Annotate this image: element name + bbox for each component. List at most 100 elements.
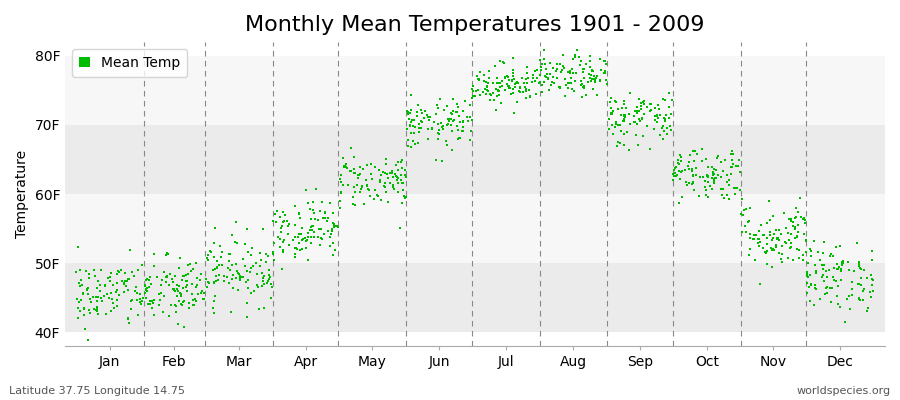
Point <box>472 69 487 75</box>
Point <box>699 192 714 198</box>
Point <box>452 113 466 119</box>
Point <box>682 166 697 172</box>
Point <box>274 225 288 232</box>
Point <box>834 266 849 272</box>
Point <box>700 172 715 178</box>
Point <box>249 260 264 266</box>
Point <box>315 236 329 242</box>
Point <box>828 278 842 284</box>
Point <box>130 297 144 304</box>
Point <box>351 172 365 178</box>
Point <box>673 152 688 158</box>
Point <box>503 85 517 91</box>
Point <box>698 187 713 194</box>
Point <box>554 84 568 91</box>
Point <box>261 278 275 284</box>
Point <box>364 171 378 177</box>
Point <box>546 74 561 81</box>
Point <box>253 263 267 270</box>
Point <box>708 166 723 173</box>
Point <box>120 278 134 284</box>
Point <box>179 284 194 290</box>
Point <box>208 293 222 300</box>
Point <box>343 168 357 175</box>
Point <box>74 296 88 303</box>
Point <box>292 210 306 216</box>
Point <box>781 230 796 236</box>
Point <box>180 287 194 294</box>
Point <box>139 277 153 284</box>
Point <box>83 296 97 302</box>
Point <box>326 220 340 226</box>
Point <box>334 190 348 196</box>
Point <box>737 207 751 214</box>
Point <box>304 233 319 240</box>
Point <box>863 289 878 296</box>
Point <box>752 239 767 245</box>
Point <box>807 238 822 244</box>
Point <box>506 73 520 80</box>
Point <box>767 247 781 254</box>
Point <box>834 277 849 283</box>
Point <box>212 272 226 278</box>
Point <box>814 274 829 280</box>
Point <box>413 125 428 131</box>
Point <box>617 113 632 119</box>
Point <box>104 274 118 280</box>
Point <box>789 234 804 240</box>
Point <box>492 84 507 90</box>
Point <box>453 119 467 126</box>
Point <box>640 123 654 129</box>
Point <box>430 136 445 142</box>
Point <box>428 118 442 125</box>
Point <box>706 172 720 178</box>
Point <box>176 298 191 304</box>
Point <box>364 176 379 182</box>
Point <box>584 76 598 82</box>
Point <box>368 186 382 193</box>
Point <box>513 84 527 90</box>
Point <box>852 297 867 303</box>
Point <box>568 52 582 58</box>
Point <box>465 86 480 92</box>
Point <box>506 70 520 76</box>
Point <box>616 131 631 137</box>
Point <box>111 268 125 274</box>
Point <box>286 237 301 244</box>
Point <box>303 240 318 246</box>
Point <box>320 228 335 234</box>
Point <box>807 282 822 288</box>
Point <box>800 270 814 277</box>
Point <box>207 310 221 316</box>
Point <box>423 114 437 120</box>
Point <box>392 180 406 186</box>
Point <box>253 250 267 256</box>
Point <box>651 101 665 108</box>
Point <box>536 89 550 96</box>
Point <box>706 186 720 192</box>
Point <box>692 193 706 200</box>
Point <box>436 126 450 132</box>
Point <box>574 82 589 88</box>
Point <box>788 226 803 232</box>
Point <box>263 274 277 280</box>
Point <box>508 81 523 87</box>
Point <box>505 67 519 73</box>
Point <box>557 64 572 71</box>
Point <box>706 176 721 182</box>
Point <box>498 75 512 82</box>
Point <box>565 56 580 62</box>
Point <box>385 174 400 180</box>
Point <box>809 285 824 292</box>
Point <box>410 113 424 119</box>
Point <box>134 297 148 304</box>
Point <box>185 266 200 272</box>
Point <box>139 282 153 288</box>
Point <box>419 112 434 118</box>
Point <box>726 151 741 157</box>
Point <box>280 218 294 224</box>
Point <box>400 126 414 132</box>
Point <box>830 261 844 268</box>
Point <box>825 252 840 259</box>
Point <box>775 243 789 250</box>
